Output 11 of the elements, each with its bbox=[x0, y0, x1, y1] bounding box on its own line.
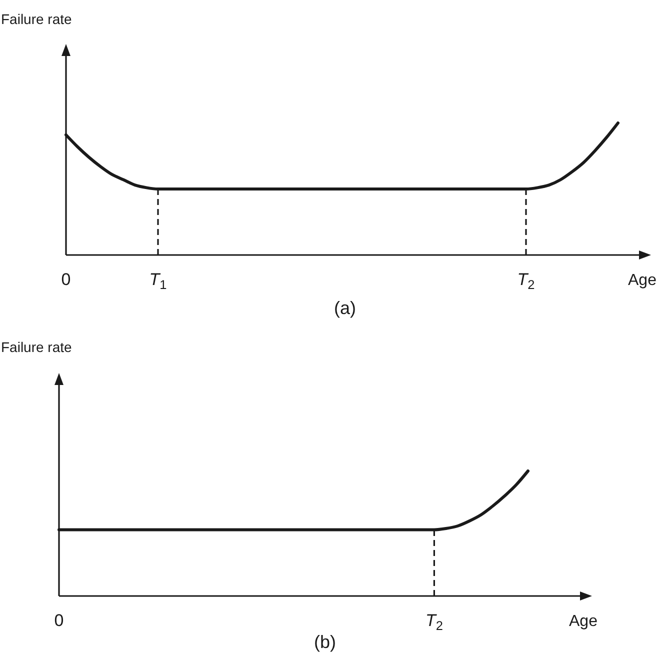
x-axis-title: Age bbox=[569, 613, 598, 630]
text: (a) bbox=[334, 298, 356, 318]
y-axis-title: Failure rate bbox=[1, 11, 72, 27]
x-tick-label: 0 bbox=[61, 270, 71, 289]
x-tick-label: T$_{1}$ bbox=[149, 270, 167, 292]
x-axis-title: Age bbox=[628, 272, 657, 289]
x-tick-label: T$_{2}$ bbox=[425, 611, 443, 633]
text: (b) bbox=[314, 632, 336, 652]
x-tick-label: T$_{2}$ bbox=[517, 270, 535, 292]
y-axis-title: Failure rate bbox=[1, 339, 72, 355]
x-tick-label: 0 bbox=[54, 611, 64, 630]
